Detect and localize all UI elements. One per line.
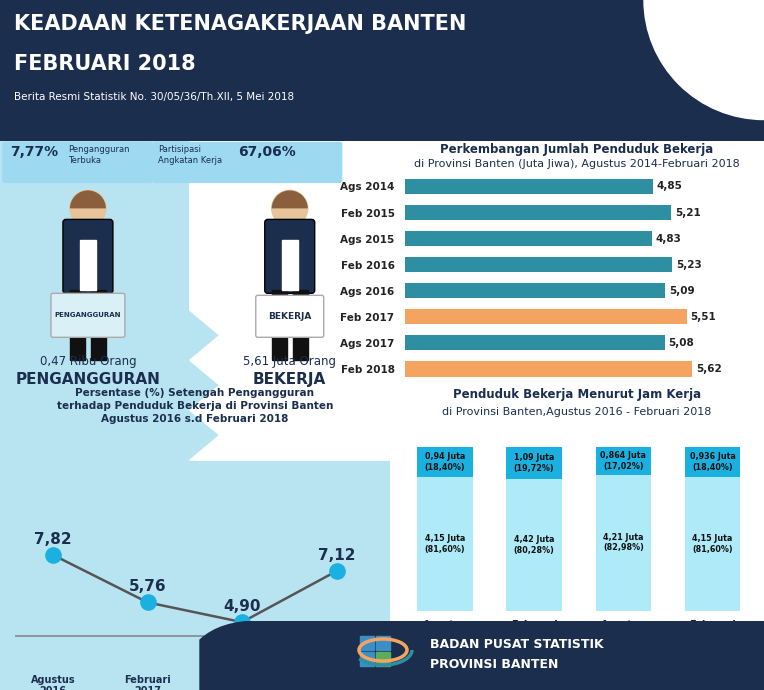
Text: 4,21 Juta
(82,98%): 4,21 Juta (82,98%): [603, 533, 644, 553]
Bar: [405, 205, 672, 220]
Text: 67,06%: 67,06%: [238, 146, 296, 159]
FancyBboxPatch shape: [51, 293, 125, 337]
Wedge shape: [644, 0, 764, 119]
Wedge shape: [272, 190, 308, 208]
FancyBboxPatch shape: [3, 142, 152, 182]
Bar: [417, 447, 473, 477]
Bar: [405, 309, 687, 324]
FancyBboxPatch shape: [153, 142, 342, 182]
Wedge shape: [70, 190, 106, 208]
Text: 0,94 Juta
(18,40%): 0,94 Juta (18,40%): [425, 452, 465, 472]
Bar: [360, 636, 374, 650]
Text: Agustus 2016 s.d Februari 2018: Agustus 2016 s.d Februari 2018: [101, 414, 289, 424]
Bar: [405, 179, 653, 194]
Text: 7,12: 7,12: [318, 548, 355, 563]
Text: 1,09 Juta
(19,72%): 1,09 Juta (19,72%): [514, 453, 555, 473]
FancyBboxPatch shape: [265, 219, 315, 293]
Bar: [360, 652, 374, 666]
Bar: [507, 480, 562, 611]
Text: 7,77%: 7,77%: [10, 146, 58, 159]
Bar: [80, 240, 96, 290]
Text: Pengangguran
Terbuka: Pengangguran Terbuka: [68, 146, 129, 165]
Text: terhadap Penduduk Bekerja di Provinsi Banten: terhadap Penduduk Bekerja di Provinsi Ba…: [57, 402, 333, 411]
Text: Penduduk Bekerja Menurut Jam Kerja: Penduduk Bekerja Menurut Jam Kerja: [453, 388, 701, 401]
Text: BEKERJA: BEKERJA: [253, 373, 326, 387]
Text: di Provinsi Banten (Juta Jiwa), Agustus 2014-Februari 2018: di Provinsi Banten (Juta Jiwa), Agustus …: [414, 159, 740, 169]
Bar: [596, 475, 651, 611]
Text: 5,51: 5,51: [690, 312, 716, 322]
Bar: [685, 477, 740, 611]
Text: 0,864 Juta
(17,02%): 0,864 Juta (17,02%): [601, 451, 646, 471]
Bar: [376, 652, 390, 666]
Text: 5,23: 5,23: [676, 259, 701, 270]
Text: Perkembangan Jumlah Penduduk Bekerja: Perkembangan Jumlah Penduduk Bekerja: [440, 143, 714, 156]
Text: 4,42 Juta
(80,28%): 4,42 Juta (80,28%): [513, 535, 555, 555]
Circle shape: [272, 190, 308, 226]
Text: di Provinsi Banten,Agustus 2016 - Februari 2018: di Provinsi Banten,Agustus 2016 - Februa…: [442, 406, 711, 417]
Text: 4,15 Juta
(81,60%): 4,15 Juta (81,60%): [425, 534, 465, 553]
Text: Partisipasi
Angkatan Kerja: Partisipasi Angkatan Kerja: [158, 146, 222, 165]
Bar: [91, 290, 106, 360]
Bar: [70, 290, 85, 360]
Text: PENGANGGURAN: PENGANGGURAN: [15, 373, 160, 387]
Text: 0,936 Juta
(18,40%): 0,936 Juta (18,40%): [690, 452, 736, 472]
Text: 5,76: 5,76: [129, 580, 167, 594]
Text: 5,09: 5,09: [668, 286, 694, 296]
Text: 7,82: 7,82: [34, 532, 72, 547]
Text: 4,85: 4,85: [656, 181, 682, 192]
Text: 5,08: 5,08: [668, 338, 694, 348]
Text: Berita Resmi Statistik No. 30/05/36/Th.XII, 5 Mei 2018: Berita Resmi Statistik No. 30/05/36/Th.X…: [14, 92, 294, 101]
FancyBboxPatch shape: [256, 295, 324, 337]
Polygon shape: [189, 141, 390, 460]
Bar: [417, 477, 473, 611]
Text: 0,47 Ribu Orang: 0,47 Ribu Orang: [40, 355, 136, 368]
Text: 5,61 Juta Orang: 5,61 Juta Orang: [243, 355, 336, 368]
Bar: [405, 362, 692, 377]
Bar: [405, 257, 672, 273]
Bar: [507, 447, 562, 480]
Text: Persentase (%) Setengah Pengangguran: Persentase (%) Setengah Pengangguran: [76, 388, 314, 398]
Text: KEADAAN KETENAGAKERJAAN BANTEN: KEADAAN KETENAGAKERJAAN BANTEN: [14, 14, 466, 34]
Bar: [282, 240, 298, 290]
PathPatch shape: [200, 621, 764, 690]
Bar: [272, 290, 286, 360]
Bar: [405, 231, 652, 246]
Text: FEBRUARI 2018: FEBRUARI 2018: [14, 54, 196, 74]
Legend: Pekerja Penuh, Pekerja Tidak Penuh: Pekerja Penuh, Pekerja Tidak Penuh: [392, 642, 631, 660]
Text: 4,90: 4,90: [223, 599, 261, 614]
Bar: [685, 447, 740, 477]
Text: 5,62: 5,62: [696, 364, 721, 374]
Text: PROVINSI BANTEN: PROVINSI BANTEN: [430, 658, 558, 671]
Bar: [293, 290, 308, 360]
Text: 5,21: 5,21: [675, 208, 701, 217]
Bar: [405, 283, 665, 298]
Text: BADAN PUSAT STATISTIK: BADAN PUSAT STATISTIK: [430, 638, 604, 651]
Text: PENGANGGURAN: PENGANGGURAN: [55, 313, 121, 318]
Text: 4,83: 4,83: [656, 234, 681, 244]
Bar: [405, 335, 665, 351]
Circle shape: [70, 190, 106, 226]
FancyBboxPatch shape: [63, 219, 113, 293]
Text: 4,15 Juta
(81,60%): 4,15 Juta (81,60%): [692, 534, 733, 553]
Bar: [376, 636, 390, 650]
Bar: [596, 447, 651, 475]
Text: BEKERJA: BEKERJA: [268, 312, 312, 321]
